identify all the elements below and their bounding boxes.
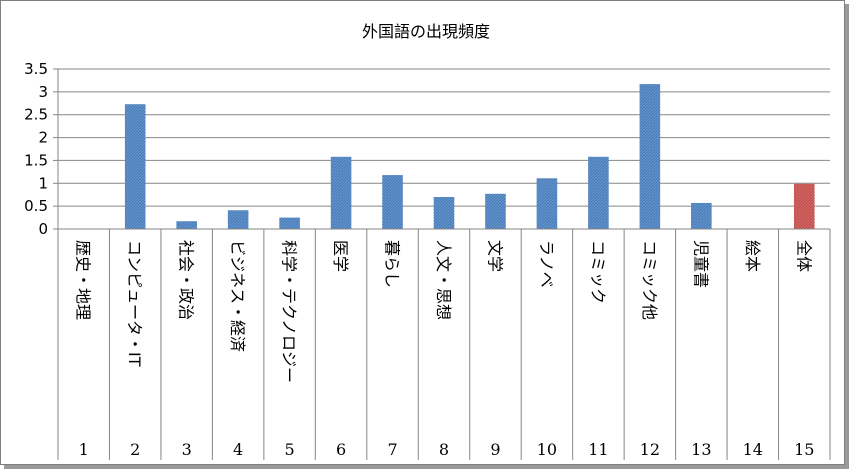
bar-3	[176, 221, 197, 229]
category-number: 2	[130, 440, 140, 459]
category-label: コンピュータ・IT	[125, 240, 144, 367]
y-tick-label: 0	[38, 220, 48, 238]
category-number: 13	[691, 440, 711, 459]
category-label: 全体	[794, 240, 813, 272]
category-label: 社会・政治	[177, 240, 196, 320]
chart-frame	[0, 0, 845, 465]
category-label: 科学・テクノロジー	[280, 240, 299, 383]
bar-12	[639, 84, 661, 229]
category-number: 1	[79, 440, 89, 459]
bar-15	[793, 183, 815, 229]
category-number: 5	[285, 440, 295, 459]
bar-2	[124, 104, 146, 229]
y-tick-label: 3.5	[24, 60, 48, 78]
category-label: 絵本	[743, 240, 762, 272]
bar-13	[691, 202, 712, 229]
category-number: 12	[640, 440, 660, 459]
y-tick-label: 2	[38, 129, 48, 147]
category-label: ビジネス・経済	[228, 240, 247, 352]
bar-6	[330, 156, 352, 229]
category-number: 15	[794, 440, 814, 459]
category-label: 医学	[331, 240, 350, 272]
y-tick-label: 1	[38, 174, 48, 192]
category-number: 14	[743, 440, 763, 459]
category-label: 児童書	[691, 240, 710, 288]
category-label: コミック他	[640, 240, 659, 320]
category-label: 歴史・地理	[74, 240, 93, 320]
y-tick-label: 3	[38, 83, 48, 101]
bar-7	[382, 175, 403, 229]
bar-11	[588, 156, 609, 229]
category-label: 文学	[485, 240, 504, 272]
chart-title: 外国語の出現頻度	[362, 22, 490, 41]
category-number: 7	[387, 440, 397, 459]
bar-8	[433, 197, 455, 229]
y-tick-label: 1.5	[24, 151, 48, 169]
category-label: 人文・思想	[434, 240, 453, 320]
bar-10	[536, 178, 558, 229]
category-label: 暮らし	[383, 240, 402, 288]
category-number: 8	[439, 440, 449, 459]
category-number: 3	[182, 440, 192, 459]
category-label: ラノベ	[537, 240, 556, 288]
category-number: 9	[490, 440, 500, 459]
bar-4	[227, 210, 249, 229]
y-tick-label: 0.5	[24, 197, 48, 215]
category-number: 10	[537, 440, 557, 459]
category-label: コミック	[588, 240, 607, 304]
bar-5	[279, 217, 300, 229]
category-number: 4	[233, 440, 243, 459]
category-number: 6	[336, 440, 346, 459]
bar-9	[485, 193, 506, 229]
y-tick-label: 2.5	[24, 106, 48, 124]
category-number: 11	[588, 440, 608, 459]
